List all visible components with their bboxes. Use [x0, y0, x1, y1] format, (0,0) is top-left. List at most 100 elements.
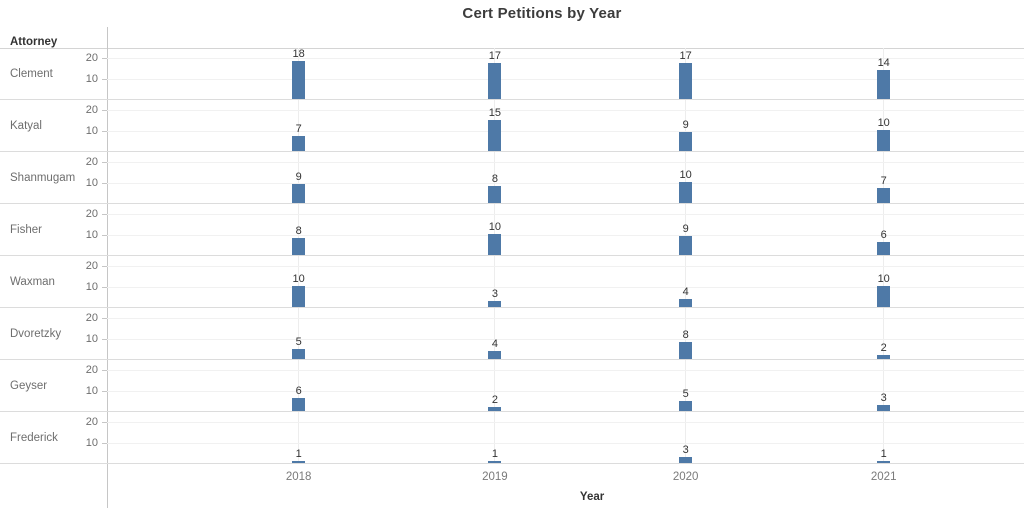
header-separator-line	[0, 48, 1024, 49]
bar-value-label: 8	[682, 329, 689, 342]
column-gridline	[883, 48, 885, 464]
x-tick-label: 2020	[672, 471, 699, 483]
y-tick-mark	[102, 287, 107, 288]
row-panel: 10 20 Fisher 8 10 9 6	[0, 204, 1024, 256]
bar[interactable]	[877, 354, 891, 359]
row-separator-line	[0, 307, 1024, 308]
bar[interactable]	[292, 184, 306, 203]
bar[interactable]	[679, 63, 693, 99]
row-label: Katyal	[10, 120, 42, 132]
bar[interactable]	[679, 400, 693, 411]
bar[interactable]	[292, 348, 306, 359]
bar-value-label: 1	[491, 447, 498, 460]
bar[interactable]	[679, 456, 693, 463]
y-gridline	[107, 79, 1024, 80]
row-separator-line	[0, 99, 1024, 100]
bar[interactable]	[488, 460, 502, 463]
bar-value-label: 3	[682, 443, 689, 456]
y-tick-mark	[102, 318, 107, 319]
y-gridline	[107, 422, 1024, 423]
bar[interactable]	[877, 242, 891, 255]
y-tick-mark	[102, 110, 107, 111]
bar-value-label: 17	[488, 50, 502, 63]
bar-value-label: 3	[880, 391, 887, 404]
bar-value-label: 9	[295, 171, 302, 184]
bar[interactable]	[488, 350, 502, 359]
y-tick-mark	[102, 266, 107, 267]
y-gridline	[107, 266, 1024, 267]
y-axis-line	[107, 27, 108, 508]
bar-value-label: 2	[491, 393, 498, 406]
bar[interactable]	[292, 61, 306, 99]
bar[interactable]	[679, 236, 693, 255]
y-gridline	[107, 131, 1024, 132]
bar[interactable]	[679, 132, 693, 151]
bar[interactable]	[488, 63, 502, 99]
x-tick-label: 2019	[482, 471, 508, 483]
bar[interactable]	[679, 298, 693, 307]
bar[interactable]	[292, 460, 306, 463]
bar[interactable]	[488, 186, 502, 203]
y-tick-label: 10	[85, 281, 98, 293]
bar[interactable]	[877, 460, 891, 463]
bar-value-label: 4	[491, 337, 498, 350]
bar[interactable]	[292, 398, 306, 411]
bar-value-label: 8	[491, 173, 498, 186]
bar-value-label: 9	[682, 119, 689, 132]
row-panel: 10 20 Geyser 6 2 5 3	[0, 360, 1024, 412]
row-separator-line	[0, 203, 1024, 204]
bar[interactable]	[488, 119, 502, 151]
row-label: Shanmugam	[10, 172, 76, 184]
y-tick-label: 20	[85, 156, 98, 168]
bar-value-label: 15	[488, 106, 502, 119]
bar[interactable]	[292, 238, 306, 255]
bar-value-label: 17	[679, 50, 692, 63]
bar-value-label: 8	[295, 225, 302, 238]
y-tick-label: 10	[85, 333, 98, 345]
y-tick-label: 10	[85, 73, 98, 85]
y-tick-label: 20	[85, 364, 98, 376]
bar-value-label: 1	[295, 447, 302, 460]
row-panel: 10 20 Katyal 7 15 9 10	[0, 100, 1024, 152]
bar[interactable]	[488, 406, 502, 411]
y-tick-mark	[102, 370, 107, 371]
bar[interactable]	[877, 130, 891, 151]
bar[interactable]	[679, 342, 693, 359]
bar-value-label: 7	[295, 123, 302, 136]
bar[interactable]	[488, 234, 502, 255]
bar[interactable]	[292, 286, 306, 307]
y-gridline	[107, 214, 1024, 215]
y-gridline	[107, 370, 1024, 371]
y-tick-label: 10	[85, 229, 98, 241]
row-panel: 10 20 Clement 18 17 17 14	[0, 48, 1024, 100]
y-tick-mark	[102, 79, 107, 80]
y-tick-mark	[102, 235, 107, 236]
bar[interactable]	[679, 182, 693, 203]
row-label: Geyser	[10, 380, 48, 392]
bar[interactable]	[877, 188, 891, 203]
bar-value-label: 18	[292, 48, 305, 61]
bar[interactable]	[292, 136, 306, 151]
bar-value-label: 14	[877, 56, 890, 69]
bar-value-label: 7	[880, 175, 887, 188]
x-tick-label: 2021	[870, 471, 897, 483]
bar-value-label: 6	[295, 385, 302, 398]
bar-value-label: 10	[679, 169, 692, 181]
y-tick-mark	[102, 422, 107, 423]
x-axis-line	[0, 463, 1024, 464]
row-label: Fisher	[10, 224, 42, 236]
row-panel: 10 20 Shanmugam 9 8 10 7	[0, 152, 1024, 204]
y-gridline	[107, 235, 1024, 236]
y-gridline	[107, 339, 1024, 340]
y-tick-label: 20	[85, 260, 98, 272]
bar-value-label: 4	[682, 285, 689, 298]
y-gridline	[107, 183, 1024, 184]
bar[interactable]	[488, 300, 502, 307]
y-gridline	[107, 58, 1024, 59]
y-tick-label: 10	[85, 385, 98, 397]
bar-value-label: 9	[682, 223, 689, 236]
bar[interactable]	[877, 69, 891, 99]
bar[interactable]	[877, 404, 891, 411]
y-tick-mark	[102, 339, 107, 340]
bar[interactable]	[877, 286, 891, 307]
